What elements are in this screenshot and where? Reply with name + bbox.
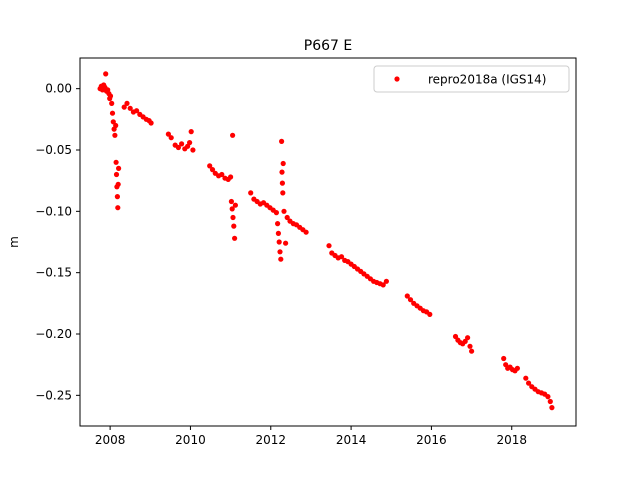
data-point	[113, 159, 119, 165]
data-point	[114, 194, 120, 200]
data-point	[277, 249, 283, 255]
data-point	[190, 147, 196, 153]
data-point	[209, 167, 216, 173]
y-tick-label: 0.00	[45, 82, 72, 96]
series-points	[97, 71, 555, 411]
data-point	[228, 198, 234, 205]
data-point	[526, 380, 532, 386]
data-point	[113, 122, 119, 129]
data-point	[248, 190, 254, 196]
data-point	[179, 141, 185, 147]
x-tick-label: 2014	[336, 433, 367, 447]
data-point	[112, 132, 118, 138]
data-point	[338, 254, 345, 260]
y-axis-label: m	[7, 236, 21, 248]
data-point	[383, 278, 389, 284]
data-point	[283, 240, 289, 246]
data-point	[103, 71, 109, 77]
data-point	[113, 171, 120, 178]
data-point	[545, 394, 551, 400]
data-point	[109, 110, 116, 116]
x-tick-label: 2008	[95, 433, 126, 447]
data-point	[165, 131, 171, 137]
data-point	[279, 138, 285, 144]
data-point	[427, 311, 433, 317]
data-point	[303, 229, 309, 235]
x-tick-label: 2018	[496, 433, 527, 447]
data-point	[115, 205, 121, 211]
data-point	[469, 348, 475, 354]
data-point	[279, 180, 285, 186]
data-point	[115, 181, 121, 187]
plot-area: 2008 2010 2012 2014 2016 2018 0.00 −0.05 −0.10 −…	[35, 57, 577, 447]
data-point	[231, 223, 237, 229]
data-point	[275, 221, 281, 227]
data-point	[188, 129, 194, 135]
data-point	[404, 293, 410, 299]
data-point	[465, 335, 471, 341]
data-point	[407, 297, 414, 303]
data-point	[501, 355, 507, 362]
data-point	[121, 104, 127, 110]
data-point	[514, 365, 521, 371]
y-tick-label: −0.15	[35, 266, 72, 280]
data-point	[187, 140, 193, 146]
data-point	[175, 144, 181, 151]
data-point	[134, 108, 140, 114]
data-point	[281, 208, 287, 214]
data-point	[462, 338, 468, 344]
legend: repro2018a (IGS14)	[373, 65, 570, 93]
data-point	[523, 375, 529, 381]
data-point	[107, 93, 114, 99]
legend-marker	[394, 76, 400, 82]
axes-frame	[79, 57, 577, 427]
data-point	[280, 190, 286, 196]
data-point	[280, 160, 286, 167]
y-tick-label: −0.10	[35, 204, 72, 218]
data-point	[230, 214, 236, 221]
data-point	[124, 100, 130, 106]
data-point	[279, 169, 285, 175]
data-point	[230, 132, 236, 138]
x-axis: 2008 2010 2012 2014 2016 2018	[95, 426, 527, 447]
data-point	[168, 135, 174, 141]
data-point	[232, 235, 238, 241]
y-tick-label: −0.05	[35, 143, 72, 157]
data-point	[116, 165, 122, 171]
legend-label: repro2018a (IGS14)	[428, 73, 546, 87]
data-point	[549, 405, 555, 411]
data-point	[273, 210, 279, 216]
x-tick-label: 2012	[255, 433, 286, 447]
data-point	[284, 214, 290, 221]
data-point	[127, 105, 133, 111]
data-point	[326, 243, 332, 249]
data-point	[110, 119, 116, 125]
data-point	[276, 239, 282, 245]
data-point	[380, 282, 386, 288]
x-tick-label: 2016	[416, 433, 447, 447]
data-point	[232, 202, 238, 208]
data-point	[547, 398, 553, 405]
y-tick-label: −0.20	[35, 327, 72, 341]
legend-box	[373, 65, 570, 93]
data-point	[467, 343, 473, 349]
chart-title: P667 E	[304, 38, 352, 54]
data-point	[207, 163, 213, 169]
data-point	[228, 174, 234, 180]
y-tick-label: −0.25	[35, 388, 72, 402]
data-point	[278, 256, 284, 262]
data-point	[109, 100, 115, 106]
data-point	[229, 206, 235, 212]
y-axis: 0.00 −0.05 −0.10 −0.15 −0.20 −0.25	[35, 82, 80, 402]
data-point	[275, 230, 281, 236]
data-point	[148, 120, 154, 126]
data-point	[219, 171, 225, 178]
x-tick-label: 2010	[175, 433, 206, 447]
